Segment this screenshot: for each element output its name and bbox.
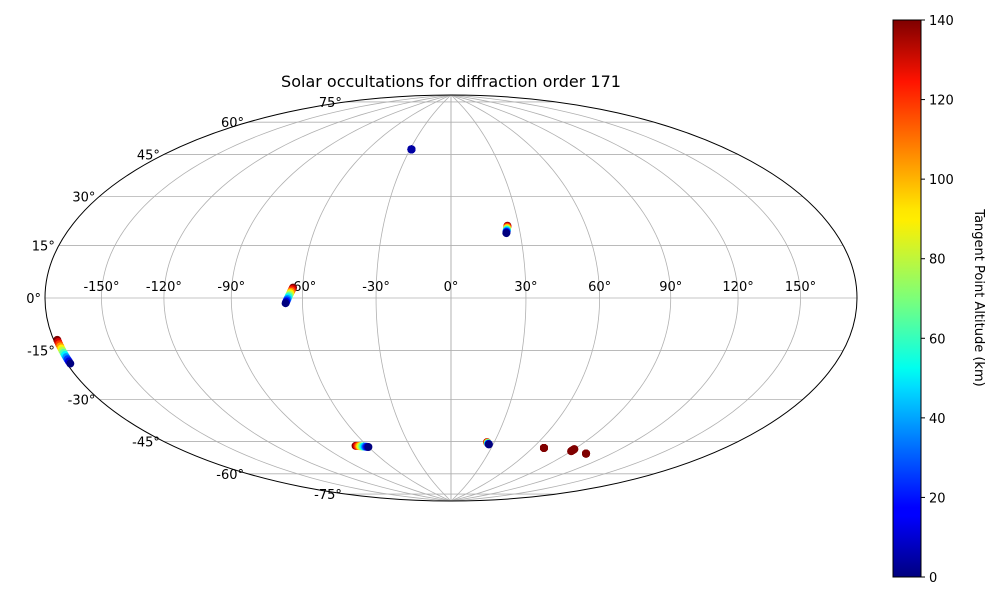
occultation-point: [484, 440, 493, 449]
colorbar-tick-label: 120: [929, 94, 954, 109]
colorbar-tick-label: 100: [929, 173, 954, 188]
chart-title: Solar occultations for diffraction order…: [281, 72, 621, 91]
longitude-tick-labels: -150° -120° -90° -60° -30° 0° 30° 60° 90° 120° 150…: [83, 280, 816, 295]
occultation-points: [53, 145, 591, 458]
longitude-tick-label: 120°: [722, 280, 753, 295]
latitude-tick-label: -60°: [216, 468, 244, 483]
latitude-tick-label: -15°: [27, 345, 55, 360]
longitude-tick-label: 150°: [785, 280, 816, 295]
occultation-point: [582, 449, 591, 458]
colorbar-tick-label: 0: [929, 571, 937, 586]
longitude-tick-label: 0°: [444, 280, 459, 295]
longitude-tick-label: 60°: [588, 280, 611, 295]
occultation-point: [567, 447, 576, 456]
colorbar-tick-label: 40: [929, 412, 946, 427]
occultation-point: [281, 299, 290, 308]
colorbar-tick-label: 140: [929, 14, 954, 29]
colorbar-tick-label: 20: [929, 491, 946, 506]
occultation-point: [66, 359, 75, 368]
colorbar: [892, 19, 922, 578]
map-boundary: [44, 94, 858, 502]
longitude-tick-label: 30°: [514, 280, 537, 295]
colorbar-ticks: 0 20 40 60 80 100 120 140: [921, 14, 954, 586]
latitude-tick-labels: -75° -60° -45° -30° -15° 0° 15° 30° 45° 60° 75°: [26, 96, 342, 503]
occultation-point: [407, 145, 416, 154]
latitude-tick-label: 15°: [32, 239, 55, 254]
longitude-tick-label: -30°: [362, 280, 390, 295]
latitude-tick-label: 75°: [319, 96, 342, 111]
latitude-tick-label: 0°: [26, 292, 41, 307]
longitude-tick-label: -120°: [146, 280, 182, 295]
longitude-tick-label: -150°: [83, 280, 119, 295]
latitude-tick-label: 45°: [137, 148, 160, 163]
longitude-tick-label: -90°: [217, 280, 245, 295]
map-grid: [45, 95, 857, 501]
colorbar-tick-label: 80: [929, 253, 946, 268]
latitude-tick-label: 60°: [221, 116, 244, 131]
latitude-tick-label: -45°: [132, 436, 160, 451]
longitude-tick-label: 90°: [659, 280, 682, 295]
latitude-tick-label: -75°: [314, 488, 342, 503]
latitude-tick-label: 30°: [72, 191, 95, 206]
latitude-tick-label: -30°: [68, 394, 96, 409]
occultation-point: [502, 229, 511, 238]
occultation-point: [539, 443, 548, 452]
colorbar-label: Tangent Point Altitude (km): [971, 208, 986, 386]
colorbar-tick-label: 60: [929, 332, 946, 347]
occultation-point: [364, 443, 373, 452]
